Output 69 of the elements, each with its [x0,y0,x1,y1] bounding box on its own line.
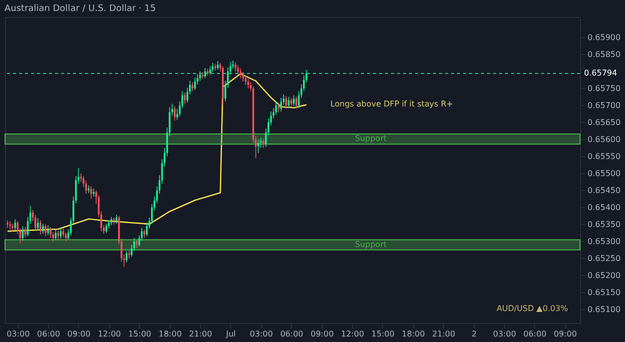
y-tick-label: 0.65550 [588,152,621,161]
x-tick-label: 21:00 [432,330,456,338]
y-tick-label: 0.65450 [588,186,621,195]
candlestick [262,138,264,148]
y-tick-label: 0.65250 [588,254,621,263]
candlestick [90,186,92,200]
x-tick-label: 06:00 [523,330,546,338]
y-tick-label: 0.65650 [588,118,621,127]
candlestick [85,180,87,194]
y-tick-label: 0.65850 [588,50,621,59]
candlestick [40,220,42,235]
x-tick-label: 09:00 [67,330,90,338]
annotation: Longs above DFP if it stays R+ [330,100,454,109]
candlestick [126,250,128,263]
y-tick-label: 0.65300 [588,236,621,246]
candlestick [37,218,39,231]
y-tick-label: 0.65200 [588,270,621,280]
x-tick-label: 03:00 [492,330,516,338]
x-tick-label: 03:00 [6,330,30,338]
y-tick-label: 0.65750 [588,84,621,93]
candlestick [14,218,16,231]
candlestick [47,224,49,236]
y-tick-label: 0.65150 [588,288,621,297]
ref-line-label: 0.65794 [584,68,618,78]
candlestick [42,223,44,234]
y-tick-label: 0.65400 [588,202,621,212]
candlestick [275,100,277,116]
candlestick [9,220,11,230]
candlestick [240,68,242,79]
y-tick-label: 0.65600 [588,134,621,144]
candlestick [206,68,209,76]
x-tick-label: 06:00 [37,330,60,338]
x-tick-label: 09:00 [554,330,577,338]
chart-title: Australian Dollar / U.S. Dollar · 15 [4,4,156,14]
band-label: Support [355,240,387,249]
band-label: Support [355,134,387,144]
x-tick-label: 18:00 [158,330,182,338]
candlestick [244,75,247,86]
candlestick [280,98,282,112]
y-tick-label: 0.65700 [588,100,621,110]
candlestick [278,102,280,113]
x-tick-label: 03:00 [250,330,273,338]
candlestick [113,217,115,225]
x-tick-label: 15:00 [371,330,394,338]
x-tick-label: 06:00 [280,330,304,338]
candlestick [34,214,36,232]
x-tick-label: 15:00 [128,330,152,338]
candlestick [6,220,8,228]
x-tick-label: 12:00 [98,330,121,338]
x-tick-label: 09:00 [310,330,334,338]
candlestick [12,223,14,232]
candlestick [52,231,54,242]
x-tick-label: Jul [225,330,236,338]
candlestick [128,250,130,259]
y-tick-label: 0.65350 [588,220,621,229]
x-tick-label: 12:00 [340,330,364,338]
candlestick [242,72,244,82]
x-tick-label: 18:00 [402,330,425,338]
annotation: AUD/USD ▲0.03% [496,304,568,313]
y-tick-label: 0.65100 [588,304,621,314]
y-tick-label: 0.65500 [588,168,621,178]
candlestick [44,224,46,237]
candlestick [194,77,196,90]
x-tick-label: 2 [472,330,477,338]
candlestick [202,72,204,80]
y-tick-label: 0.65900 [588,32,621,42]
x-tick-label: 21:00 [189,330,212,338]
candlestick [50,226,52,238]
candlestick [237,64,239,76]
